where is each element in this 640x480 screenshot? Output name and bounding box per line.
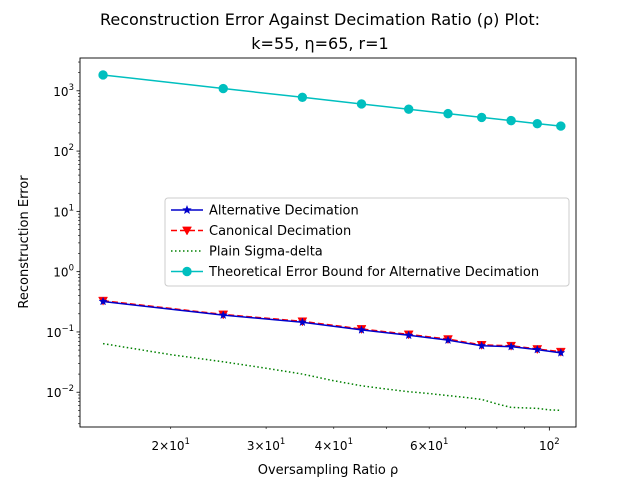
y-tick-label: 102 (53, 143, 74, 159)
data-point (476, 112, 487, 123)
data-point (532, 344, 542, 354)
y-tick-label: 101 (53, 203, 74, 219)
x-minor-tick-label-mantissa: 2× (152, 439, 170, 453)
data-point (98, 296, 108, 306)
y-tick-label-exponent: 2 (69, 143, 74, 153)
data-point (404, 104, 414, 114)
x-axis-label: Oversampling Ratio ρ (258, 463, 399, 478)
legend-label: Theoretical Error Bound for Alternative … (208, 265, 539, 280)
legend-label: Plain Sigma-delta (209, 245, 323, 260)
data-point (218, 83, 228, 94)
x-minor-tick-label-base: 10 (169, 439, 184, 453)
legend-entry: Plain Sigma-delta (171, 245, 323, 260)
y-tick-label: 103 (53, 83, 74, 99)
data-point (297, 317, 307, 327)
data-point (506, 341, 516, 351)
y-tick-label: 10−1 (46, 324, 74, 340)
chart-title-line-1: Reconstruction Error Against Decimation … (100, 10, 540, 29)
x-minor-tick-label: 6×101 (410, 437, 448, 453)
series-line (102, 300, 561, 354)
data-point (477, 340, 487, 350)
data-point (98, 70, 108, 80)
x-minor-tick-label: 3×101 (247, 437, 285, 453)
y-tick-label-exponent: −2 (61, 384, 74, 394)
y-tick-label-base: 10 (53, 145, 68, 159)
series-0 (98, 296, 566, 357)
series-line (102, 74, 561, 127)
y-tick-label-exponent: 0 (69, 264, 74, 274)
y-tick-label-base: 10 (53, 205, 68, 219)
y-tick-label: 100 (53, 264, 74, 280)
x-minor-tick-label-exponent: 1 (280, 437, 285, 447)
chart-title-line-2: k=55, η=65, r=1 (251, 34, 388, 53)
data-point (443, 335, 453, 345)
legend-box (164, 197, 570, 287)
x-minor-tick-label-exponent: 1 (348, 437, 353, 447)
x-tick-label-base: 10 (539, 439, 554, 453)
data-point (356, 99, 367, 109)
x-minor-tick-label-base: 10 (265, 439, 280, 453)
x-tick-label-exponent: 2 (554, 437, 559, 447)
y-tick-label-base: 10 (46, 386, 61, 400)
x-minor-tick-label-base: 10 (332, 439, 347, 453)
legend-entry: Theoretical Error Bound for Alternative … (171, 265, 539, 280)
y-tick-label-exponent: 3 (69, 83, 74, 93)
x-minor-tick-label-exponent: 1 (443, 437, 448, 447)
y-axis-label: Reconstruction Error (17, 175, 32, 309)
y-tick-label: 10−2 (46, 384, 74, 400)
y-tick-label-base: 10 (46, 326, 61, 340)
legend-marker (182, 204, 192, 215)
legend: Alternative Decimation Canonical Decimati… (164, 197, 570, 287)
x-tick-label: 102 (539, 437, 560, 453)
data-point (506, 115, 516, 126)
data-point (556, 348, 566, 357)
data-point (297, 92, 308, 103)
y-tick-label-exponent: 1 (69, 203, 74, 213)
legend-label: Alternative Decimation (209, 204, 359, 219)
y-tick-label-base: 10 (53, 85, 68, 99)
plot-frame (79, 57, 577, 428)
series-3 (98, 70, 566, 131)
legend-marker (182, 226, 192, 236)
y-tick-label-exponent: −1 (61, 324, 74, 334)
x-minor-tick-label-base: 10 (428, 439, 443, 453)
data-point (218, 310, 228, 320)
series-layer (98, 70, 566, 412)
x-minor-tick-label: 2×101 (152, 437, 190, 453)
x-minor-tick-label-mantissa: 3× (247, 439, 265, 453)
legend-entry: Canonical Decimation (171, 224, 351, 239)
legend-label: Canonical Decimation (209, 224, 351, 239)
legend-marker (182, 266, 192, 277)
data-point (404, 330, 414, 340)
data-point (532, 118, 542, 129)
legend-entry: Alternative Decimation (171, 204, 359, 219)
x-minor-tick-label-mantissa: 6× (410, 439, 428, 453)
x-minor-tick-label-mantissa: 4× (315, 439, 333, 453)
y-tick-label-base: 10 (53, 266, 68, 280)
series-2 (102, 342, 561, 412)
x-minor-tick-label: 4×101 (315, 437, 353, 453)
data-point (556, 121, 566, 131)
data-point (356, 325, 367, 334)
series-line (102, 342, 561, 412)
x-minor-tick-label-exponent: 1 (185, 437, 190, 447)
data-point (443, 108, 453, 119)
